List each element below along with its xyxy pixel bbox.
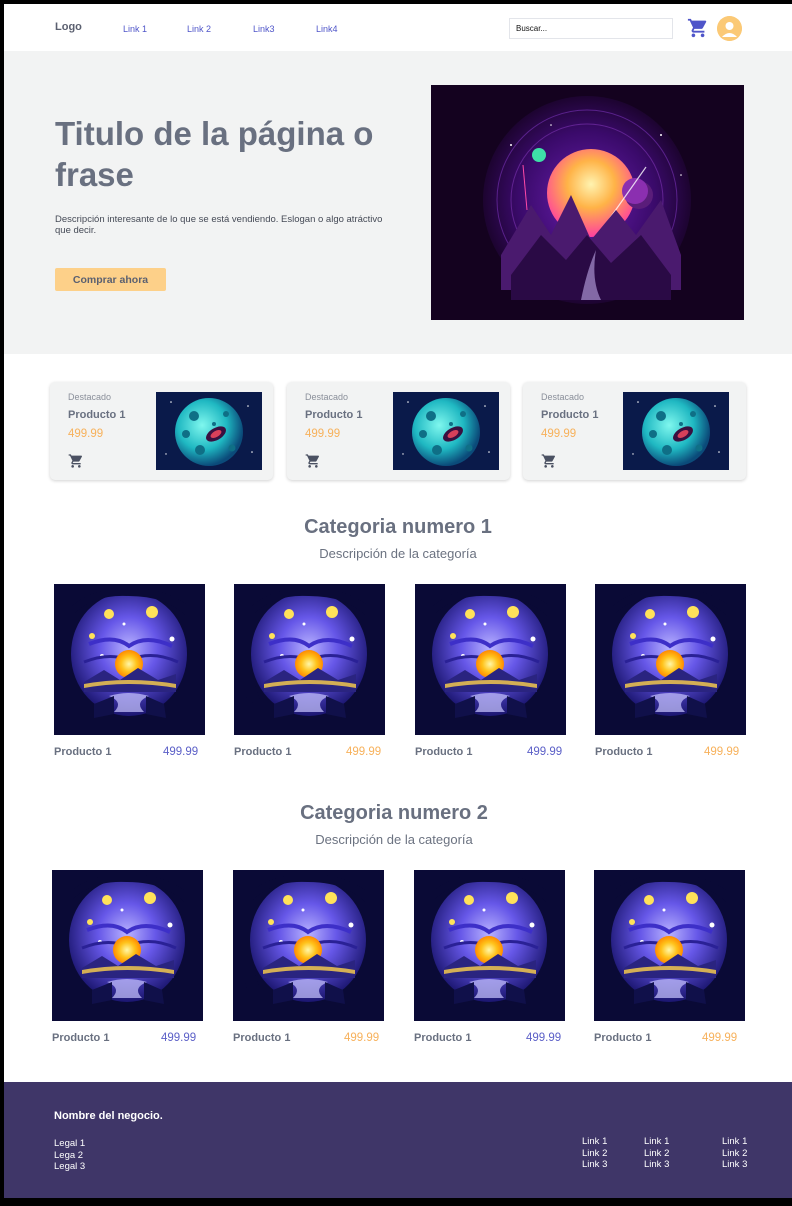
product-image[interactable] — [54, 584, 205, 735]
page: Logo Link 1 Link 2 Link3 Link4 Titulo de… — [4, 4, 792, 1198]
featured-price: 499.99 — [305, 428, 341, 440]
footer-link[interactable]: Link 1 — [644, 1136, 670, 1147]
footer: Nombre del negocio. Legal 1 Lega 2 Legal… — [4, 1082, 792, 1198]
footer-link[interactable]: Link 2 — [582, 1147, 608, 1159]
hero-section: Titulo de la página o frase Descripción … — [4, 51, 792, 354]
featured-tag: Destacado — [68, 392, 112, 402]
footer-link[interactable]: Link 2 — [722, 1147, 748, 1159]
product-image[interactable] — [234, 584, 385, 735]
cart-icon[interactable] — [68, 453, 84, 469]
footer-link[interactable]: Link 1 — [722, 1136, 748, 1147]
logo[interactable]: Logo — [55, 21, 82, 33]
featured-card-1[interactable]: Destacado Producto 1 499.99 — [50, 382, 273, 480]
buy-now-button[interactable]: Comprar ahora — [55, 268, 166, 291]
featured-image — [156, 392, 262, 470]
business-name: Nombre del negocio. — [54, 1110, 163, 1122]
hero-description: Descripción interesante de lo que se est… — [55, 214, 383, 236]
legal-link[interactable]: Legal 3 — [54, 1161, 86, 1172]
product-name[interactable]: Producto 1 — [52, 1032, 110, 1044]
product-image[interactable] — [595, 584, 746, 735]
nav-link-4[interactable]: Link4 — [316, 24, 338, 34]
top-navigation: Logo Link 1 Link 2 Link3 Link4 — [4, 4, 792, 51]
product-image[interactable] — [52, 870, 203, 1021]
product-image[interactable] — [594, 870, 745, 1021]
product-name[interactable]: Producto 1 — [415, 746, 473, 758]
legal-link[interactable]: Lega 2 — [54, 1149, 84, 1161]
nav-link-1[interactable]: Link 1 — [123, 24, 148, 34]
category-description: Descripción de la categoría — [315, 832, 473, 847]
product-price: 499.99 — [163, 746, 199, 758]
cart-icon[interactable] — [687, 17, 709, 39]
footer-link-column-3: Link 1 Link 2 Link 3 — [722, 1136, 747, 1171]
footer-link[interactable]: Link 3 — [722, 1159, 748, 1170]
user-avatar-icon[interactable] — [717, 16, 742, 41]
featured-tag: Destacado — [305, 392, 349, 402]
featured-price: 499.99 — [68, 428, 104, 440]
featured-price: 499.99 — [541, 428, 577, 440]
product-price: 499.99 — [702, 1032, 738, 1044]
product-name[interactable]: Producto 1 — [233, 1032, 291, 1044]
product-name[interactable]: Producto 1 — [595, 746, 653, 758]
footer-link[interactable]: Link 3 — [582, 1159, 608, 1170]
product-image[interactable] — [414, 870, 565, 1021]
product-price: 499.99 — [161, 1032, 197, 1044]
featured-image — [623, 392, 729, 470]
featured-name: Producto 1 — [541, 409, 599, 421]
nav-link-2[interactable]: Link 2 — [187, 24, 212, 34]
footer-link[interactable]: Link 1 — [582, 1136, 608, 1147]
product-price: 499.99 — [526, 1032, 562, 1044]
product-name[interactable]: Producto 1 — [54, 746, 112, 758]
featured-card-2[interactable]: Destacado Producto 1 499.99 — [287, 382, 510, 480]
featured-image — [393, 392, 499, 470]
product-name[interactable]: Producto 1 — [234, 746, 292, 758]
product-price: 499.99 — [527, 746, 563, 758]
hero-title: Titulo de la página o frase — [55, 115, 374, 193]
legal-link[interactable]: Legal 1 — [54, 1138, 86, 1149]
footer-link[interactable]: Link 3 — [644, 1159, 670, 1170]
product-image[interactable] — [233, 870, 384, 1021]
featured-card-3[interactable]: Destacado Producto 1 499.99 — [523, 382, 746, 480]
footer-link-column-2: Link 1 Link 2 Link 3 — [644, 1136, 669, 1171]
product-name[interactable]: Producto 1 — [414, 1032, 472, 1044]
cart-icon[interactable] — [305, 453, 321, 469]
footer-link[interactable]: Link 2 — [644, 1147, 670, 1159]
legal-links: Legal 1 Lega 2 Legal 3 — [54, 1138, 85, 1173]
featured-tag: Destacado — [541, 392, 585, 402]
category-title: Categoria numero 1 — [304, 516, 492, 538]
nav-link-3[interactable]: Link3 — [253, 24, 275, 34]
category-title: Categoria numero 2 — [300, 802, 488, 824]
footer-link-column-1: Link 1 Link 2 Link 3 — [582, 1136, 607, 1171]
product-image[interactable] — [415, 584, 566, 735]
cart-icon[interactable] — [541, 453, 557, 469]
product-name[interactable]: Producto 1 — [594, 1032, 652, 1044]
featured-name: Producto 1 — [305, 409, 363, 421]
product-price: 499.99 — [346, 746, 382, 758]
product-price: 499.99 — [704, 746, 740, 758]
category-description: Descripción de la categoría — [319, 546, 477, 561]
search-input[interactable] — [509, 18, 673, 39]
featured-name: Producto 1 — [68, 409, 126, 421]
product-price: 499.99 — [344, 1032, 380, 1044]
hero-image — [431, 85, 744, 320]
